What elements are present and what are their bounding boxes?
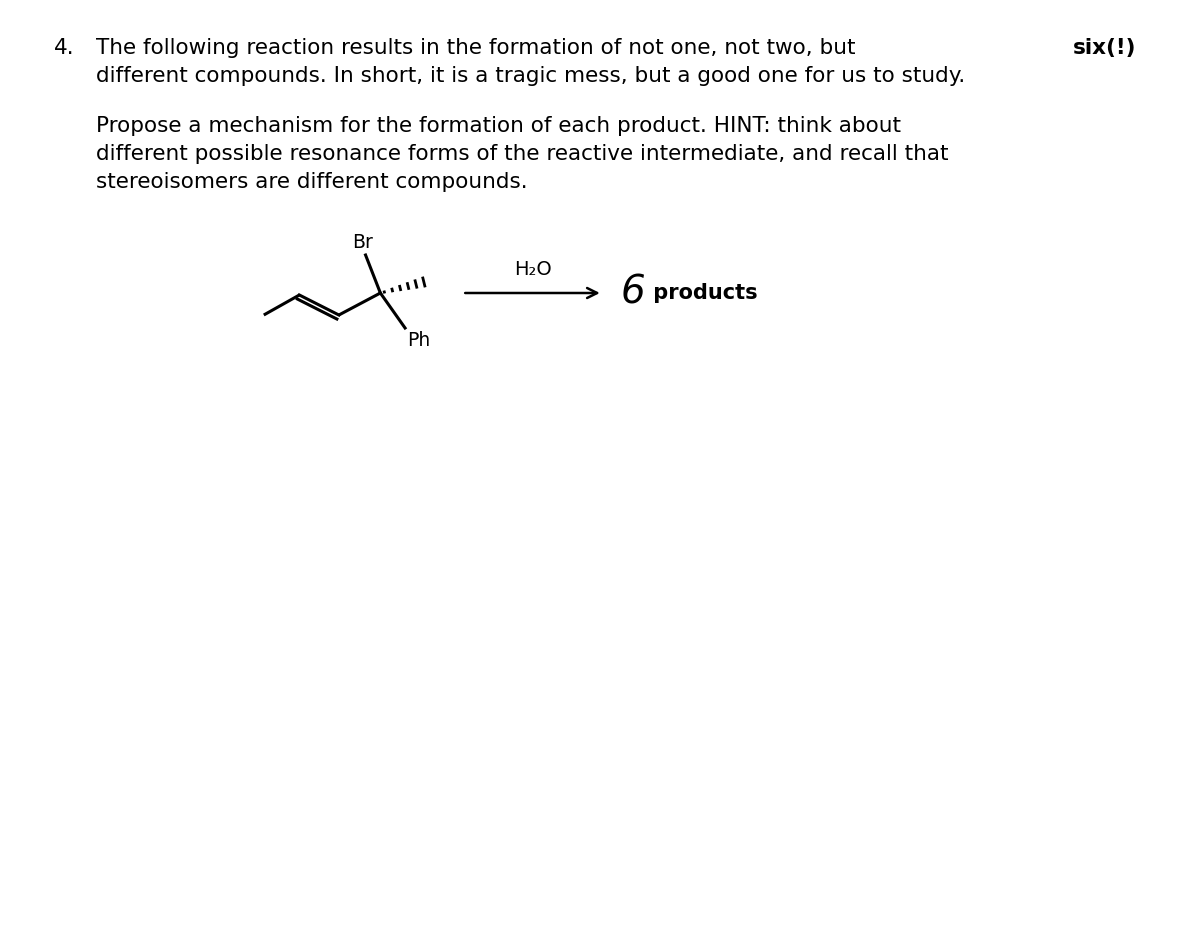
- Text: 6: 6: [620, 274, 646, 312]
- Text: 4.: 4.: [54, 38, 74, 58]
- Text: products: products: [646, 283, 757, 303]
- Text: Ph: Ph: [407, 331, 431, 350]
- Text: The following reaction results in the formation of not one, not two, but: The following reaction results in the fo…: [96, 38, 863, 58]
- Text: H₂O: H₂O: [514, 260, 551, 279]
- Text: stereoisomers are different compounds.: stereoisomers are different compounds.: [96, 172, 528, 192]
- Text: six(!): six(!): [1073, 38, 1136, 58]
- Text: Br: Br: [352, 233, 372, 252]
- Text: different possible resonance forms of the reactive intermediate, and recall that: different possible resonance forms of th…: [96, 144, 948, 164]
- Text: Propose a mechanism for the formation of each product. HINT: think about: Propose a mechanism for the formation of…: [96, 116, 901, 136]
- Text: different compounds. In short, it is a tragic mess, but a good one for us to stu: different compounds. In short, it is a t…: [96, 66, 965, 86]
